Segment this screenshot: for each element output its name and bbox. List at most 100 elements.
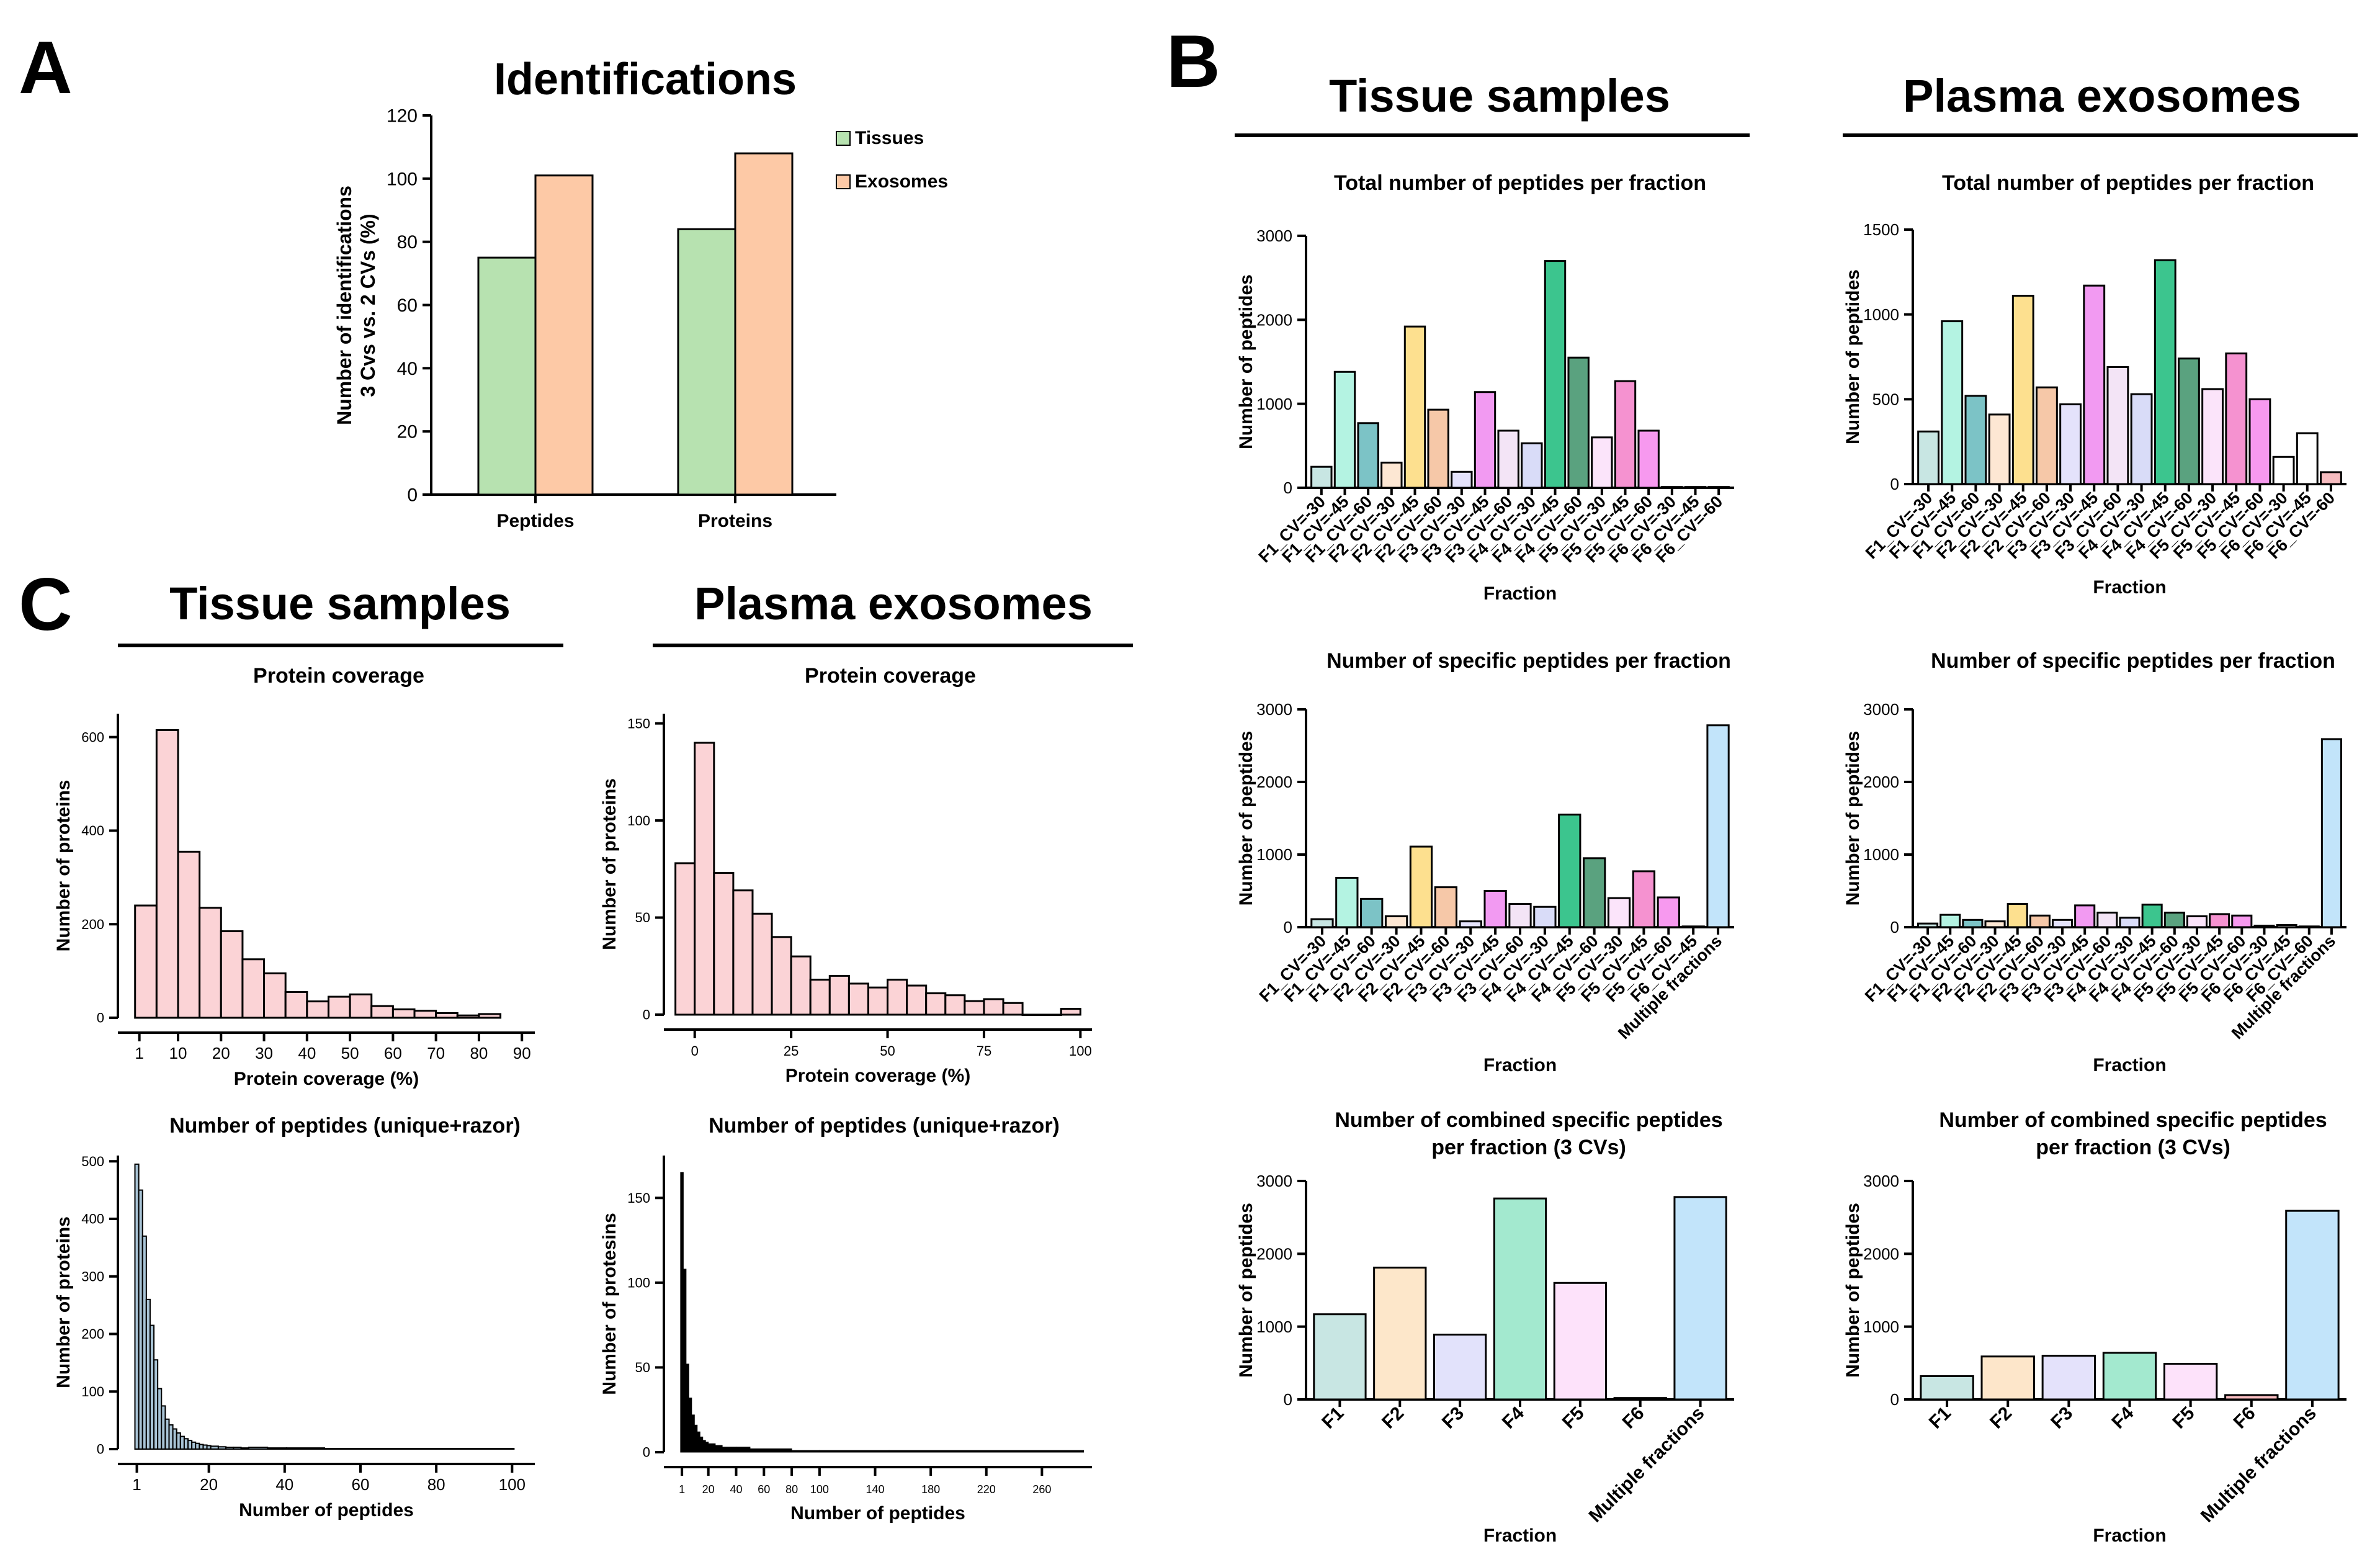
chart-b4-xlabel: Fraction: [2093, 1055, 2166, 1075]
chart-b3-title: Number of specific peptides per fraction: [1326, 649, 1731, 673]
chart-c3-ytick-label-5: 500: [81, 1154, 104, 1169]
chart-c2-xtick-label-1: 25: [784, 1043, 799, 1059]
chart-c1-bin-13: [413, 1010, 437, 1019]
chart-c2-bin-12: [906, 984, 928, 1016]
chart-b6-bar-1: [1980, 1355, 2035, 1401]
chart-b6-xtick-label-6: Multiple fractions: [2197, 1403, 2320, 1527]
chart-b3-ytick-label-3: 3000: [1256, 700, 1292, 719]
header-c-tissue-text: Tissue samples: [169, 578, 511, 629]
chart-c4-bin-1: [682, 1268, 687, 1453]
chart-c2-ylabel: Number of proteins: [599, 778, 620, 950]
chart-b6-ytick-label-3: 3000: [1863, 1172, 1899, 1190]
chart-c4-bin-14: [749, 1448, 764, 1453]
chart-b4-bar-3: [1984, 920, 2006, 928]
chart-b1-ytick-label-0: 0: [1284, 478, 1292, 497]
chart-c2-bin-11: [887, 979, 908, 1016]
chart-c4-ytick-label-3: 150: [627, 1190, 650, 1206]
chart-b4-bar-5: [2029, 914, 2051, 928]
chart-b3-bar-14: [1657, 896, 1680, 928]
chart-c2-bin-6: [790, 955, 812, 1016]
chart-c1-bin-10: [349, 993, 373, 1019]
chart-b3-bar-9: [1533, 905, 1557, 928]
chart-c2-ytick-label-2: 100: [627, 813, 650, 828]
chart-b6-xtick-label-5: F6: [2230, 1403, 2260, 1433]
chart-c1-bin-3: [199, 907, 222, 1019]
chart-c1-bin-5: [241, 958, 266, 1019]
chart-b2-bar-0: [1917, 430, 1939, 485]
chart-c2-bin-4: [751, 912, 773, 1016]
chart-b6-xtick-label-1: F2: [1986, 1403, 2016, 1433]
chart-a-legend-label-0: Tissues: [855, 128, 924, 148]
chart-c1-ytick-label-2: 400: [81, 823, 104, 838]
chart-a-bar-peptides-tissues: [477, 256, 537, 496]
chart-c4-title: Number of peptides (unique+razor): [709, 1114, 1060, 1138]
chart-b1-bar-17: [1707, 486, 1730, 489]
chart-b6-bar-4: [2163, 1363, 2218, 1401]
chart-c4-bin-9: [705, 1442, 709, 1453]
chart-b2-bar-17: [2320, 471, 2342, 485]
chart-b1-bar-16: [1684, 486, 1707, 489]
chart-c1-xtick-label-2: 20: [212, 1044, 230, 1062]
chart-c4-bin-4: [691, 1414, 695, 1453]
chart-b4-bar-10: [2141, 904, 2163, 928]
chart-c3-ylabel: Number of proteins: [53, 1216, 74, 1388]
chart-c1-ytick-label-1: 200: [81, 917, 104, 932]
chart-c4-bin-2: [686, 1363, 689, 1453]
chart-a-ylabel-line-1: Number of identifications: [333, 186, 356, 425]
chart-c3-xtick-label-3: 60: [352, 1475, 370, 1494]
chart-c1-title: Protein coverage: [253, 664, 424, 688]
chart-b5-xtick-label-1: F2: [1378, 1403, 1408, 1433]
panel-label-a: A: [19, 26, 73, 109]
chart-b6-ylabel: Number of peptides: [1843, 1203, 1863, 1378]
chart-c4-bin-0: [680, 1172, 684, 1453]
chart-b2-bar-14: [2248, 398, 2271, 485]
chart-b5-xtick-label-6: Multiple fractions: [1585, 1403, 1709, 1527]
chart-b3-bar-2: [1360, 897, 1384, 928]
chart-b3-bar-4: [1409, 845, 1433, 928]
chart-a-ytick-label-5: 100: [387, 169, 418, 189]
chart-b4-bar-6: [2051, 918, 2074, 928]
chart-c4-xtick-label-8: 220: [977, 1483, 996, 1496]
chart-c3-bin-30: [400, 1448, 439, 1450]
chart-b1-xlabel: Fraction: [1483, 583, 1557, 604]
chart-c3-ytick-label-2: 200: [81, 1326, 104, 1342]
chart-b3-ytick-label-1: 1000: [1256, 845, 1292, 864]
chart-c3-bin-29: [362, 1448, 401, 1450]
header-b-plasma-text: Plasma exosomes: [1903, 70, 2301, 122]
chart-b4-bar-4: [2006, 903, 2028, 928]
chart-b3-bar-6: [1459, 920, 1482, 928]
chart-c3-bin-20: [210, 1445, 219, 1450]
chart-c2-ytick-label-0: 0: [643, 1007, 650, 1023]
chart-c2-bin-7: [809, 979, 831, 1016]
chart-b4-title: Number of specific peptides per fraction: [1931, 649, 2335, 673]
chart-b6-ytick-label-0: 0: [1890, 1390, 1899, 1409]
chart-b1-bar-5: [1427, 408, 1449, 489]
chart-b3-bar-16: [1706, 724, 1730, 928]
chart-b5-bar-6: [1673, 1196, 1727, 1401]
chart-b4-bar-14: [2231, 914, 2253, 928]
chart-b5-ytick-label-1: 1000: [1256, 1318, 1292, 1336]
chart-c4-xtick-label-9: 260: [1032, 1483, 1051, 1496]
chart-c2-ytick-label-1: 50: [635, 910, 650, 925]
chart-c1-bin-7: [284, 991, 308, 1019]
chart-c2-bin-13: [925, 992, 947, 1016]
chart-b2-ylabel: Number of peptides: [1843, 269, 1863, 444]
chart-c4-bin-17: [819, 1450, 890, 1453]
chart-b5-xlabel: Fraction: [1483, 1525, 1557, 1546]
header-c-tissue: Tissue samples: [118, 578, 563, 647]
chart-c3-xtick-label-2: 40: [275, 1475, 293, 1494]
chart-c3-bin-31: [437, 1448, 477, 1450]
chart-c2-xtick-label-4: 100: [1069, 1043, 1092, 1059]
chart-b5-xtick-label-5: F6: [1619, 1403, 1649, 1433]
chart-b2-bar-13: [2225, 352, 2248, 485]
chart-c2-bin-10: [867, 986, 889, 1016]
chart-c2-bin-8: [828, 974, 850, 1016]
chart-c2-bin-17: [1002, 1002, 1024, 1016]
chart-b2-bar-11: [2178, 357, 2200, 485]
chart-b5-bar-5: [1613, 1397, 1667, 1401]
chart-b2-bar-6: [2059, 403, 2082, 485]
chart-b6-title-line-1: Number of combined specific peptides: [1939, 1108, 2327, 1132]
chart-c1-bin-16: [478, 1013, 502, 1019]
chart-c1-bin-4: [220, 930, 244, 1019]
chart-b5-xtick-label-3: F4: [1498, 1403, 1528, 1432]
